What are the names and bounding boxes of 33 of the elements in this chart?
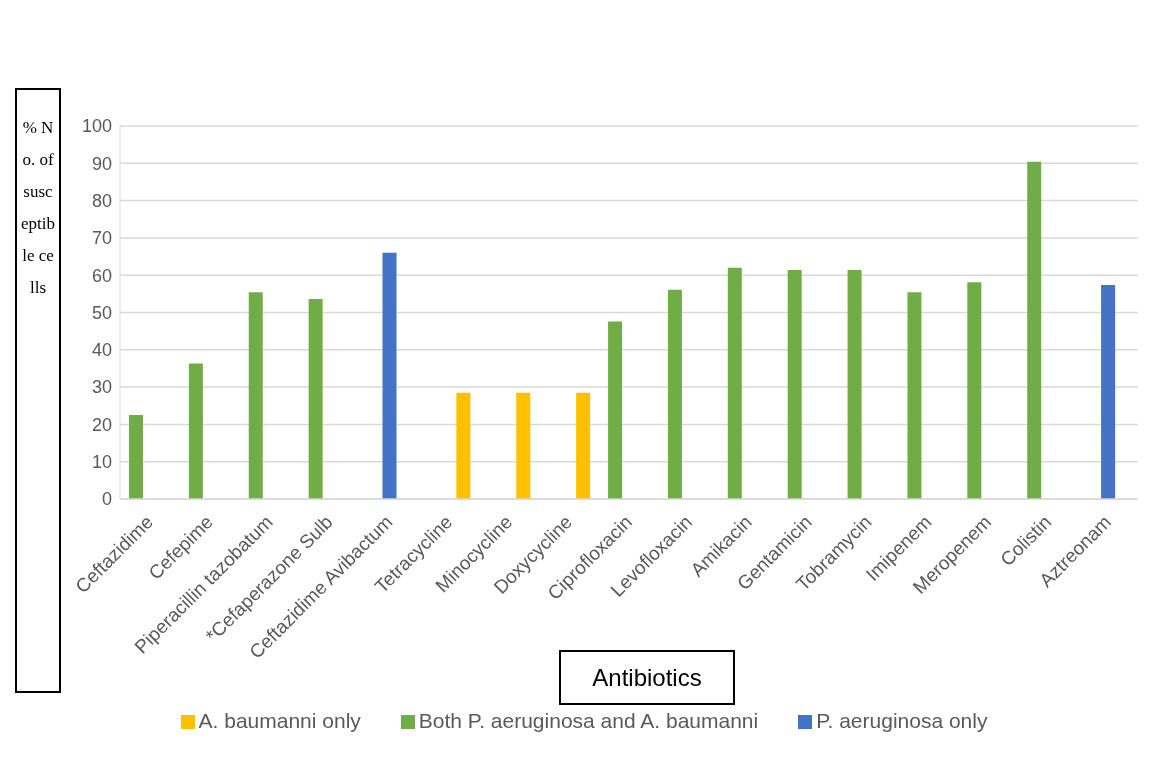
bar bbox=[516, 392, 531, 499]
bar bbox=[967, 282, 982, 499]
y-tick-label: 90 bbox=[91, 153, 112, 174]
y-tick-label: 50 bbox=[91, 302, 112, 323]
bar bbox=[608, 321, 623, 499]
bar bbox=[727, 267, 742, 499]
bar bbox=[847, 269, 862, 499]
legend-label: A. baumanni only bbox=[198, 709, 361, 732]
y-tick-label: 80 bbox=[91, 190, 112, 211]
y-tick-label: 60 bbox=[91, 265, 112, 286]
y-tick-label: 40 bbox=[91, 340, 112, 361]
bar bbox=[128, 415, 143, 499]
bar bbox=[1101, 284, 1116, 499]
x-axis-title: Antibiotics bbox=[559, 650, 735, 705]
bar bbox=[576, 392, 591, 499]
legend-label: Both P. aeruginosa and A. baumanni bbox=[418, 709, 759, 732]
bar bbox=[787, 269, 802, 499]
y-tick-label: 10 bbox=[91, 452, 112, 473]
y-tick-label: 0 bbox=[101, 489, 112, 510]
legend-label: P. aeruginosa only bbox=[816, 709, 988, 732]
y-axis-title: % No. of susceptible cells bbox=[15, 88, 61, 693]
bar bbox=[308, 299, 323, 499]
bar bbox=[248, 292, 263, 499]
y-tick-label: 20 bbox=[91, 414, 112, 435]
bar bbox=[188, 363, 203, 499]
y-tick-label: 70 bbox=[91, 228, 112, 249]
bar bbox=[456, 392, 471, 499]
bar bbox=[382, 252, 397, 499]
bar bbox=[1027, 161, 1042, 499]
y-tick-label: 100 bbox=[81, 116, 112, 137]
y-tick-label: 30 bbox=[91, 377, 112, 398]
bar bbox=[667, 289, 682, 499]
bar bbox=[907, 292, 922, 499]
